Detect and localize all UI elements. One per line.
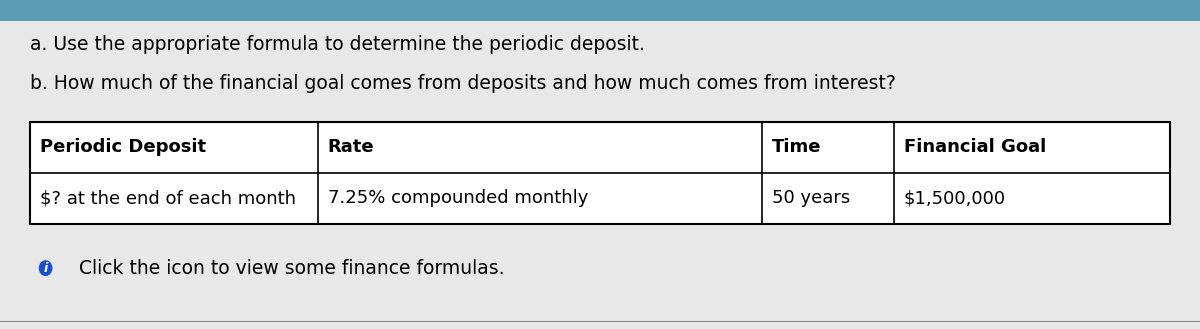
Text: a. Use the appropriate formula to determine the periodic deposit.: a. Use the appropriate formula to determ… <box>30 35 644 54</box>
Text: Time: Time <box>772 138 821 156</box>
Text: Click the icon to view some finance formulas.: Click the icon to view some finance form… <box>79 259 505 278</box>
Text: i: i <box>43 262 48 275</box>
Text: 50 years: 50 years <box>772 189 850 207</box>
Text: Periodic Deposit: Periodic Deposit <box>40 138 205 156</box>
Text: b. How much of the financial goal comes from deposits and how much comes from in: b. How much of the financial goal comes … <box>30 74 896 93</box>
Text: $1,500,000: $1,500,000 <box>904 189 1006 207</box>
Text: $? at the end of each month: $? at the end of each month <box>40 189 295 207</box>
Ellipse shape <box>40 261 52 275</box>
Text: Rate: Rate <box>328 138 374 156</box>
Text: 7.25% compounded monthly: 7.25% compounded monthly <box>328 189 588 207</box>
Bar <box>30 122 1170 224</box>
Text: Financial Goal: Financial Goal <box>904 138 1046 156</box>
Bar <box>0 0 1200 21</box>
